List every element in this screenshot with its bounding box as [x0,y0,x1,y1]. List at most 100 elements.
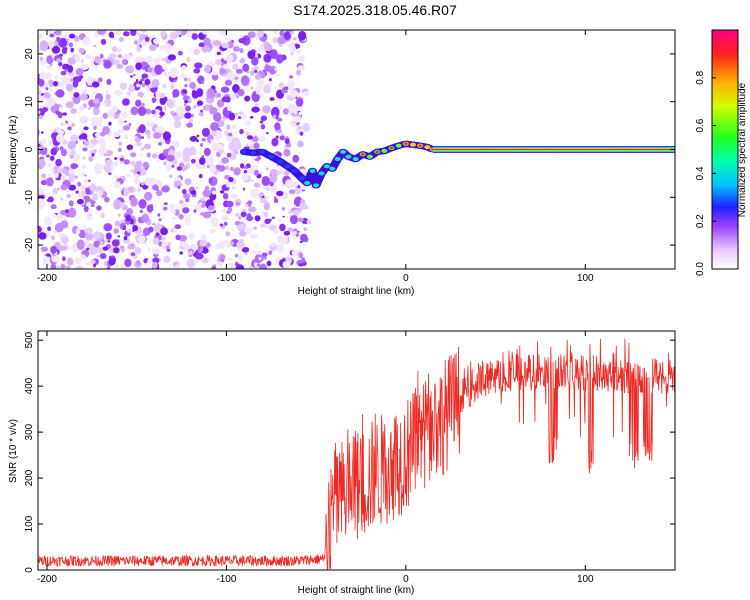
noise-blob [60,175,67,181]
noise-blob [265,196,270,200]
noise-blob [273,85,277,89]
noise-blob [179,251,184,255]
noise-blob [83,126,89,131]
noise-blob [174,209,180,216]
noise-blob [211,190,217,195]
noise-blob [240,174,249,181]
noise-blob [92,98,100,104]
noise-blob [290,112,296,117]
noise-blob [243,166,248,169]
noise-blob [130,197,138,207]
noise-blob [153,38,160,45]
noise-blob [187,98,192,104]
noise-blob [262,187,266,190]
noise-blob [240,211,247,218]
noise-blob [99,240,104,245]
noise-blob [299,131,304,136]
noise-blob [141,102,145,107]
noise-blob [130,160,136,166]
noise-blob [120,264,126,269]
noise-blob [147,84,154,89]
noise-blob [274,122,281,131]
noise-blob [248,265,252,269]
noise-blob [89,183,97,192]
noise-blob [227,257,233,262]
noise-blob [115,264,120,269]
noise-blob [144,78,151,86]
noise-blob [152,261,158,269]
noise-blob [55,89,65,98]
noise-blob [189,135,198,142]
noise-blob [213,71,218,76]
noise-blob [226,244,230,248]
noise-blob [149,44,157,52]
y-tick-label: 20 [24,48,35,60]
noise-blob [148,226,154,233]
noise-blob [172,88,180,98]
noise-blob [67,247,72,250]
noise-blob [275,98,280,102]
noise-blob [239,230,247,237]
noise-blob [210,121,219,131]
noise-blob [171,164,175,168]
noise-blob [287,227,293,232]
noise-blob [245,131,250,137]
noise-blob [204,104,211,112]
noise-blob [297,140,304,148]
spectrogram-y-ticks: -20 -10 0 10 20 [24,48,675,252]
noise-blob [298,252,304,259]
noise-blob [166,50,171,54]
noise-blob [195,186,199,190]
carrier-band [432,148,675,151]
noise-blob [201,138,206,142]
noise-blob [173,79,177,83]
noise-blob [56,213,64,221]
noise-blob [91,81,100,88]
noise-blob [175,151,183,160]
noise-blob [234,76,239,80]
noise-blob [58,37,68,48]
signal-point [313,183,320,188]
noise-blob [117,147,122,153]
noise-blob [181,116,185,120]
noise-blob [275,256,281,262]
noise-blob [135,79,139,82]
noise-blob [103,163,112,173]
noise-blob [226,124,231,130]
noise-blob [38,225,42,233]
noise-blob [195,250,199,254]
noise-blob [260,123,266,130]
noise-blob [56,57,61,63]
noise-blob [170,83,175,90]
noise-blob [239,128,244,135]
noise-blob [123,60,127,64]
noise-blob [60,184,68,191]
noise-blob [39,56,44,61]
noise-blob [167,73,171,77]
noise-blob [75,190,79,194]
noise-blob [261,175,271,187]
noise-blob [264,218,271,224]
noise-blob [261,255,267,260]
noise-blob [130,106,139,116]
noise-blob [76,198,84,205]
noise-blob [258,257,262,261]
noise-blob [297,65,306,71]
noise-blob [251,106,260,113]
noise-blob [175,234,181,241]
noise-blob [169,67,179,79]
noise-blob [60,130,64,133]
y-tick-label: 300 [24,423,35,440]
signal-point [410,142,417,147]
noise-blob [104,159,113,166]
noise-blob [70,108,77,114]
noise-blob [154,64,163,75]
noise-blob [191,88,200,99]
noise-blob [179,162,185,168]
noise-blob [219,30,228,36]
noise-blob [74,53,81,62]
noise-blob [280,39,286,44]
noise-blob [301,257,306,263]
noise-blob [163,202,168,206]
noise-blob [163,66,168,71]
